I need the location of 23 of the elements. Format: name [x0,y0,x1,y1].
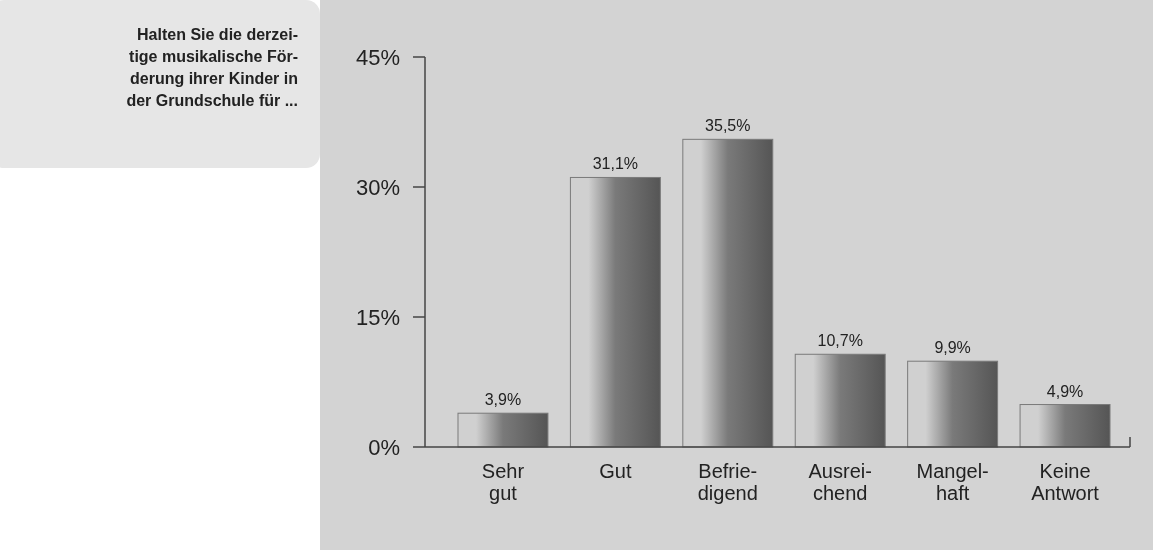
data-label: 31,1% [592,155,639,173]
data-label: 10,7% [817,332,863,350]
y-tick-label: 0% [368,434,400,460]
x-tick-label: Sehr gut [481,460,525,504]
data-label: 9,9% [934,339,971,357]
bar [907,360,999,448]
bar [569,176,661,448]
x-tick-label: Gut [599,460,632,482]
y-tick-label: 45% [355,44,400,70]
bar [457,412,549,448]
y-tick-label: 15% [355,304,400,330]
bar [794,353,886,448]
x-tick-label: Ausrei- chend [808,460,872,504]
data-label: 35,5% [705,117,751,135]
bar [682,138,774,448]
data-label: 4,9% [1046,382,1084,400]
y-tick-label: 30% [355,174,400,200]
x-tick-label: Keine Antwort [1031,460,1100,504]
bar [1019,404,1111,448]
text: Halten Sie die derzei- tige musikalische För- derung ihrer Kinder in der Grundschule für ... [126,26,298,109]
x-tick-label: Mangel- haft [916,460,989,504]
x-tick-label: Befrie- digend [697,460,758,504]
data-label: 3,9% [484,391,522,409]
